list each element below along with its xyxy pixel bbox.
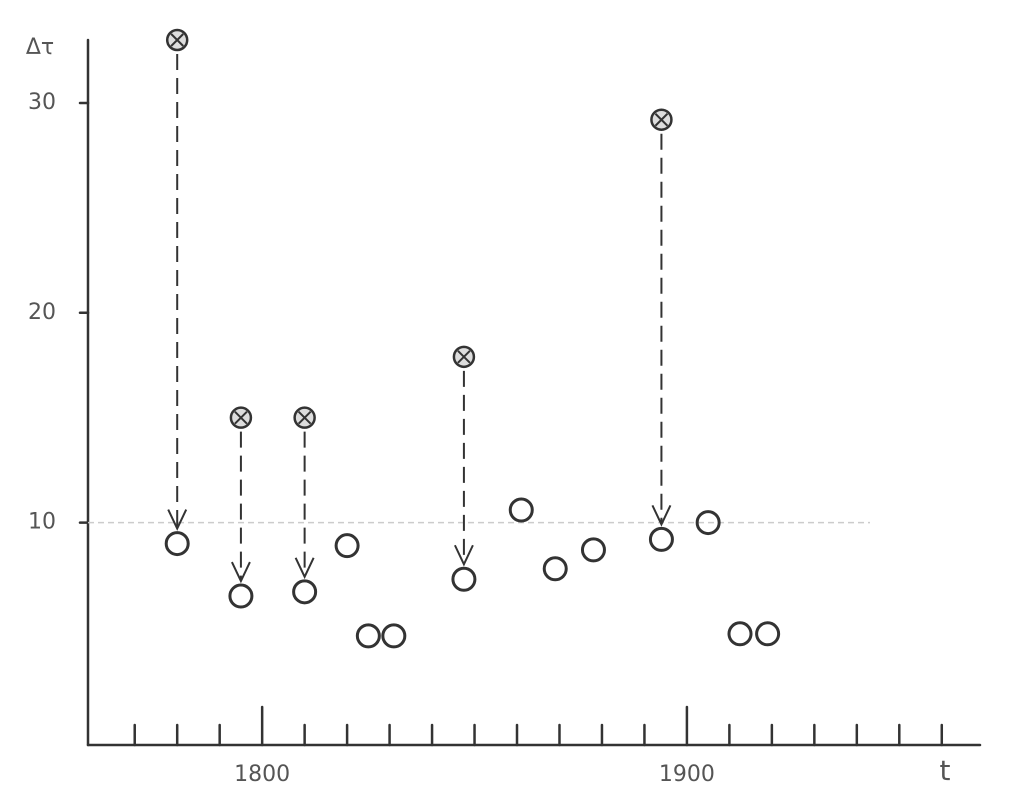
before-cross (654, 113, 669, 127)
x-tick-label: 1800 (234, 762, 290, 787)
point (580, 537, 606, 563)
before-cross (297, 410, 312, 425)
point (508, 497, 534, 523)
arrow-head (651, 504, 672, 527)
point (381, 623, 407, 649)
before-cross (170, 33, 184, 47)
point (695, 510, 721, 536)
point (334, 533, 360, 559)
after-marker (164, 531, 190, 557)
arrow-head (167, 509, 188, 531)
after-marker (451, 566, 477, 592)
x-tick-label: 1900 (659, 762, 715, 787)
after-marker (228, 583, 254, 609)
point (727, 621, 753, 647)
before-cross (234, 410, 248, 425)
after-marker (292, 579, 318, 605)
point (542, 556, 568, 582)
arrow-head (454, 544, 474, 567)
point (355, 623, 381, 649)
point (755, 621, 781, 647)
arrow-head (231, 561, 251, 584)
y-tick-label: 20 (28, 300, 56, 325)
y-tick-label: 30 (28, 90, 56, 115)
x-axis-label: t (940, 754, 951, 787)
y-axis-label: Δτ (26, 35, 54, 60)
arrow-head (294, 557, 315, 580)
after-marker (648, 526, 674, 552)
y-tick-label: 10 (28, 510, 56, 535)
before-cross (457, 350, 471, 364)
